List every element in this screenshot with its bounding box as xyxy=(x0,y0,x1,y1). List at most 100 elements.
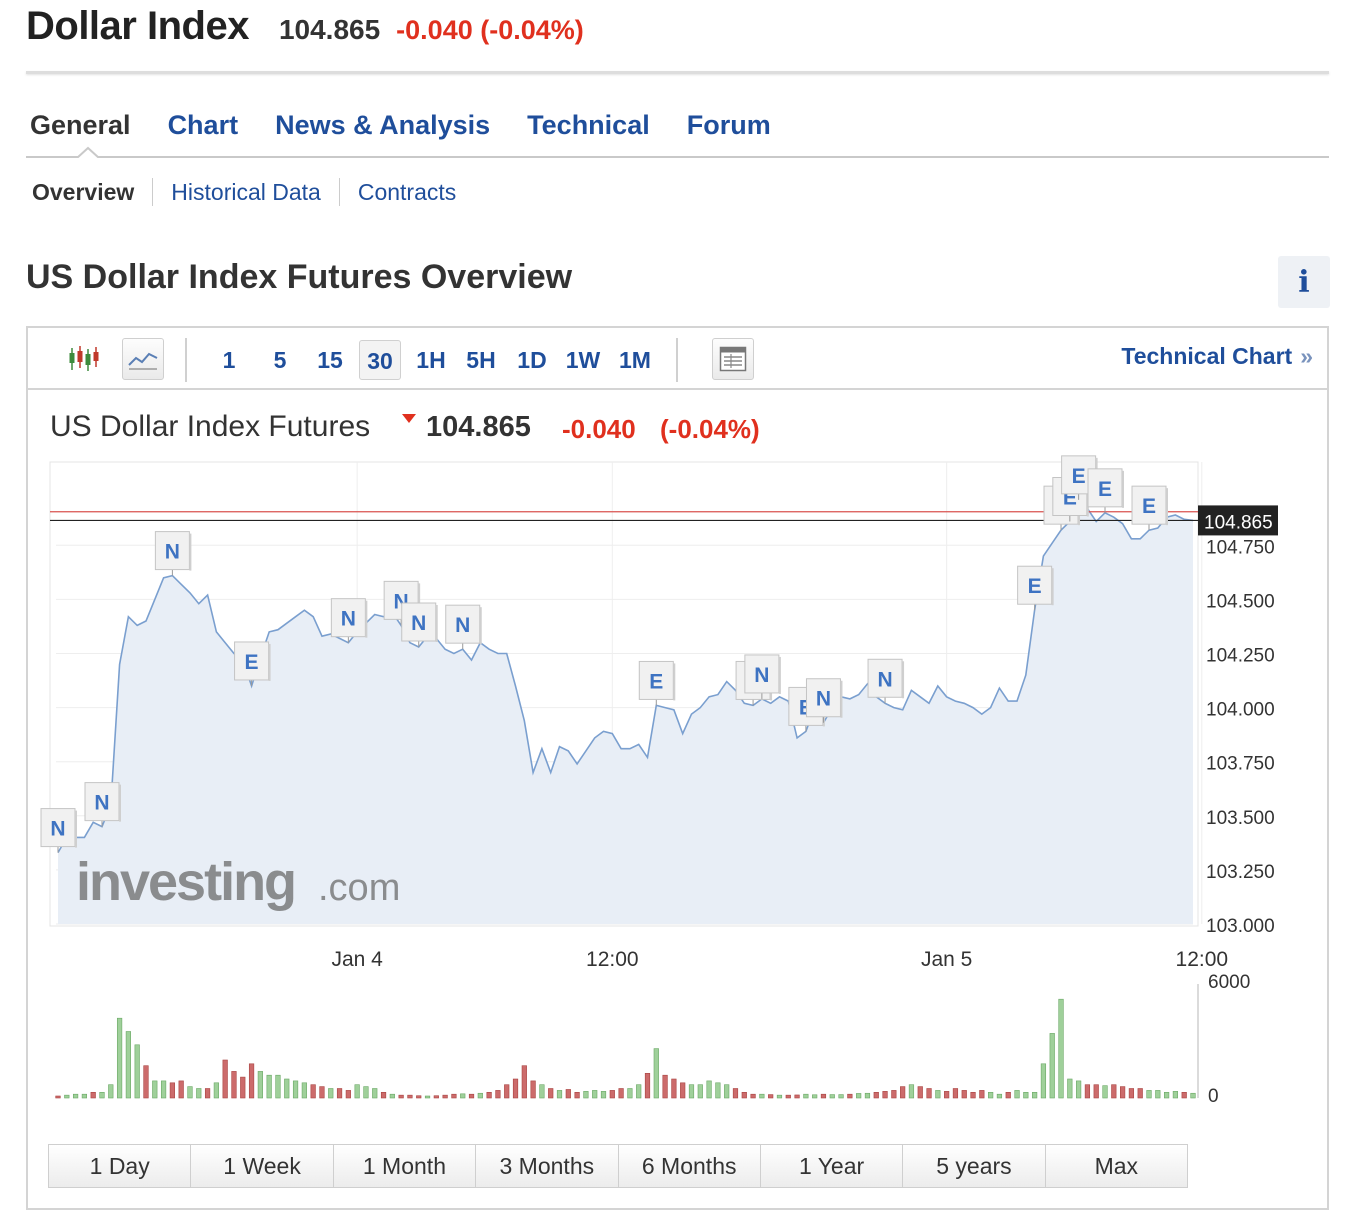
volume-bar xyxy=(583,1091,589,1099)
price-area-fill xyxy=(58,499,1193,924)
event-marker-label: E xyxy=(1142,495,1156,518)
volume-bar xyxy=(794,1094,800,1099)
volume-bar xyxy=(125,1031,131,1099)
volume-bar xyxy=(257,1071,263,1099)
price-tick-label: 104.250 xyxy=(1206,646,1275,667)
volume-bar xyxy=(55,1095,61,1099)
tab-general[interactable]: General xyxy=(30,110,131,140)
timeframe-30[interactable]: 30 xyxy=(359,340,401,380)
volume-bar xyxy=(882,1091,888,1099)
tab-chart[interactable]: Chart xyxy=(167,110,239,140)
timeframe-1w[interactable]: 1W xyxy=(565,347,601,373)
volume-bar xyxy=(231,1071,237,1099)
subtab-historical-data[interactable]: Historical Data xyxy=(171,178,321,205)
volume-bar xyxy=(169,1082,175,1099)
event-marker-label: N xyxy=(341,608,356,631)
technical-chart-link[interactable]: Technical Chart » xyxy=(1121,343,1313,370)
table-icon[interactable] xyxy=(712,338,754,380)
event-marker[interactable]: N xyxy=(445,604,482,650)
volume-bar xyxy=(416,1095,422,1099)
volume-bar xyxy=(1058,998,1064,1099)
timeframe-1m[interactable]: 1M xyxy=(619,347,651,373)
event-marker[interactable]: N xyxy=(401,602,438,648)
event-marker[interactable]: E xyxy=(1131,485,1169,531)
volume-bar xyxy=(424,1095,431,1099)
tab-technical[interactable]: Technical xyxy=(527,110,650,140)
info-button[interactable]: i xyxy=(1278,256,1330,308)
timeframe-1h[interactable]: 1H xyxy=(416,347,446,373)
volume-bar xyxy=(873,1091,879,1099)
volume-bar xyxy=(741,1091,747,1099)
volume-bar xyxy=(891,1090,897,1099)
range-6-months[interactable]: 6 Months xyxy=(618,1145,761,1187)
event-marker[interactable]: N xyxy=(40,808,77,853)
event-marker-box xyxy=(234,641,270,681)
range-max[interactable]: Max xyxy=(1045,1145,1187,1187)
range-1-year[interactable]: 1 Year xyxy=(760,1145,904,1187)
event-marker-label: N xyxy=(754,664,769,687)
volume-bar xyxy=(248,1063,255,1099)
event-marker[interactable]: E xyxy=(638,660,676,706)
volume-bar xyxy=(688,1084,695,1099)
event-marker-label: E xyxy=(1098,478,1112,501)
volume-bar xyxy=(548,1088,554,1099)
subtab-contracts[interactable]: Contracts xyxy=(357,178,457,205)
event-marker[interactable]: N xyxy=(154,531,192,576)
timeframe-1d[interactable]: 1D xyxy=(517,347,547,373)
volume-bar xyxy=(512,1078,519,1099)
event-marker[interactable]: N xyxy=(805,678,843,723)
volume-bar xyxy=(1102,1085,1108,1099)
volume-bar xyxy=(838,1094,844,1099)
tab-news-analysis[interactable]: News & Analysis xyxy=(275,110,491,140)
volume-bar xyxy=(1040,1063,1047,1099)
technical-chart-label: Technical Chart xyxy=(1121,343,1293,369)
volume-bar xyxy=(1005,1091,1011,1099)
section-title: US Dollar Index Futures Overview xyxy=(26,258,573,296)
timeframe-1[interactable]: 1 xyxy=(222,347,236,373)
volume-bar xyxy=(988,1091,994,1099)
timeframe-15[interactable]: 15 xyxy=(317,347,343,373)
event-marker[interactable]: N xyxy=(744,654,781,699)
range-3-months[interactable]: 3 Months xyxy=(476,1145,619,1187)
price-tick-label: 103.000 xyxy=(1206,916,1275,937)
price-chart[interactable]: US Dollar Index Futures 104.865 -0.040 (… xyxy=(28,328,1327,1138)
price-tick-label: 104.500 xyxy=(1206,591,1275,612)
volume-bar xyxy=(495,1090,501,1099)
volume-bar xyxy=(644,1072,651,1099)
instrument-title: Dollar Index xyxy=(26,4,249,48)
volume-bar xyxy=(706,1080,712,1099)
event-marker-label: N xyxy=(50,818,65,841)
event-marker-label: N xyxy=(94,792,109,815)
volume-bar xyxy=(134,1044,140,1099)
event-marker[interactable]: E xyxy=(1017,565,1054,611)
event-marker-box xyxy=(1131,485,1167,525)
volume-bar xyxy=(759,1093,765,1099)
range-5-years[interactable]: 5 years xyxy=(903,1145,1046,1187)
event-marker-box xyxy=(1087,468,1123,508)
watermark-brand: investing xyxy=(76,852,295,912)
candlestick-icon[interactable] xyxy=(62,338,104,380)
event-marker[interactable]: N xyxy=(330,598,368,643)
range-1-week[interactable]: 1 Week xyxy=(191,1145,334,1187)
timeframe-5[interactable]: 5 xyxy=(273,347,287,373)
volume-bar xyxy=(847,1093,853,1099)
event-marker[interactable]: N xyxy=(867,658,905,704)
timeframe-5h[interactable]: 5H xyxy=(466,347,496,373)
event-marker[interactable]: N xyxy=(84,782,121,827)
price-tick-label: 103.750 xyxy=(1206,754,1275,775)
price-tick-label: 103.250 xyxy=(1206,862,1275,883)
event-marker[interactable]: E xyxy=(234,641,271,686)
subtab-overview[interactable]: Overview xyxy=(32,178,135,205)
subtab-separator xyxy=(338,178,340,206)
range-1-month[interactable]: 1 Month xyxy=(333,1145,477,1187)
quote-change-pct: (-0.04%) xyxy=(660,414,760,444)
area-chart-icon[interactable] xyxy=(122,338,164,380)
volume-bar xyxy=(336,1088,343,1099)
volume-bar xyxy=(618,1088,624,1099)
toolbar-separator xyxy=(185,338,187,382)
range-1-day[interactable]: 1 Day xyxy=(49,1145,192,1187)
volume-bar xyxy=(697,1084,703,1099)
event-marker[interactable]: E xyxy=(1087,468,1125,513)
tab-forum[interactable]: Forum xyxy=(686,110,771,140)
volume-bar xyxy=(213,1082,219,1099)
